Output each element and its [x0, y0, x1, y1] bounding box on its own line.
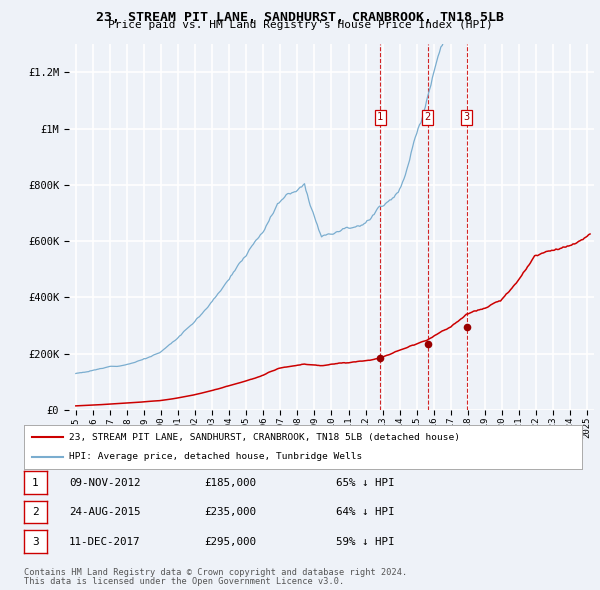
Text: 11-DEC-2017: 11-DEC-2017 [69, 537, 140, 546]
Text: Price paid vs. HM Land Registry's House Price Index (HPI): Price paid vs. HM Land Registry's House … [107, 20, 493, 30]
Text: 09-NOV-2012: 09-NOV-2012 [69, 478, 140, 487]
Text: 2: 2 [32, 507, 39, 517]
Text: 1: 1 [32, 478, 39, 487]
Text: 3: 3 [32, 537, 39, 546]
Text: HPI: Average price, detached house, Tunbridge Wells: HPI: Average price, detached house, Tunb… [68, 452, 362, 461]
Text: 65% ↓ HPI: 65% ↓ HPI [336, 478, 395, 487]
Text: 59% ↓ HPI: 59% ↓ HPI [336, 537, 395, 546]
Text: 3: 3 [464, 113, 470, 122]
Text: 23, STREAM PIT LANE, SANDHURST, CRANBROOK, TN18 5LB: 23, STREAM PIT LANE, SANDHURST, CRANBROO… [96, 11, 504, 24]
Text: £295,000: £295,000 [204, 537, 256, 546]
Text: Contains HM Land Registry data © Crown copyright and database right 2024.: Contains HM Land Registry data © Crown c… [24, 568, 407, 577]
Text: 64% ↓ HPI: 64% ↓ HPI [336, 507, 395, 517]
Text: 23, STREAM PIT LANE, SANDHURST, CRANBROOK, TN18 5LB (detached house): 23, STREAM PIT LANE, SANDHURST, CRANBROO… [68, 432, 460, 442]
Text: 2: 2 [425, 113, 431, 122]
Text: 1: 1 [377, 113, 383, 122]
Text: £235,000: £235,000 [204, 507, 256, 517]
Text: 24-AUG-2015: 24-AUG-2015 [69, 507, 140, 517]
Text: £185,000: £185,000 [204, 478, 256, 487]
Text: This data is licensed under the Open Government Licence v3.0.: This data is licensed under the Open Gov… [24, 577, 344, 586]
